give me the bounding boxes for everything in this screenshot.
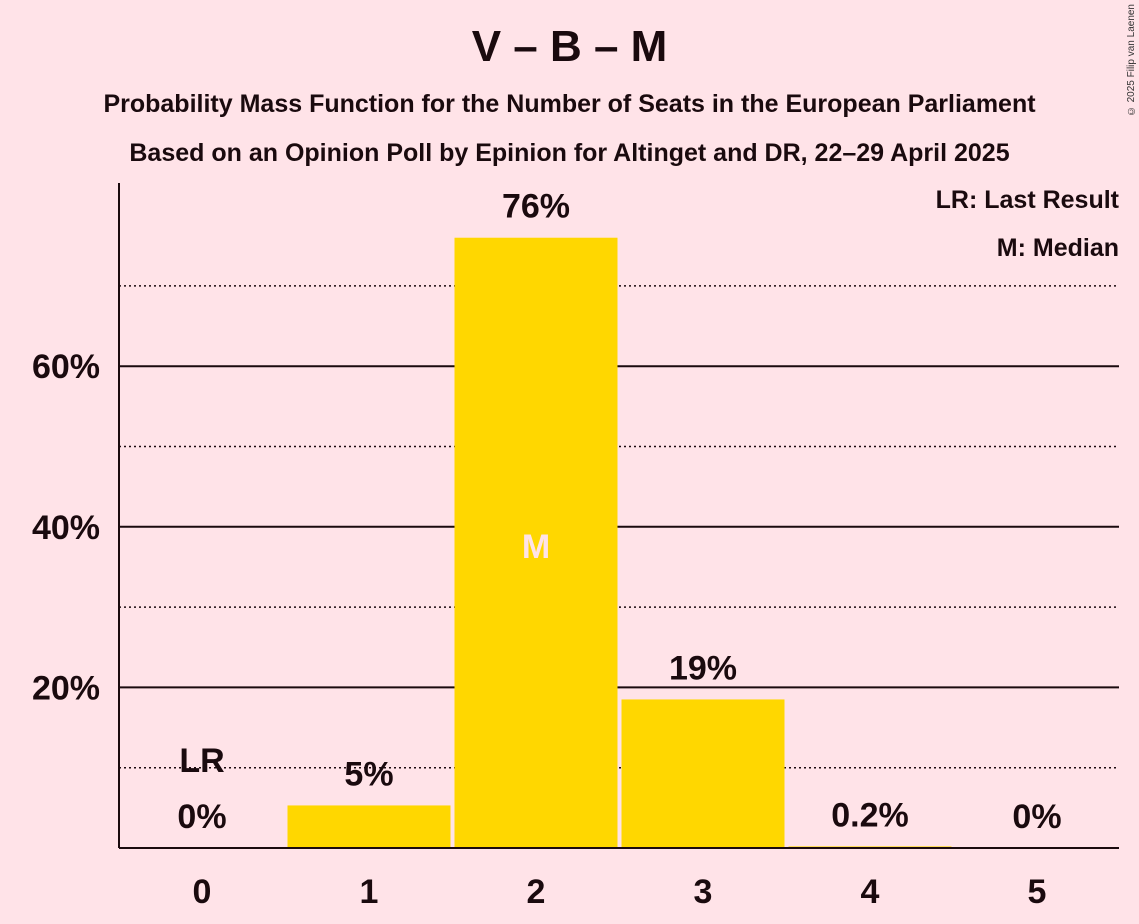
x-tick-label: 3 [694, 873, 713, 911]
data-label: 19% [669, 649, 737, 687]
bar [621, 699, 785, 848]
data-label: 76% [502, 188, 570, 226]
x-tick-label: 5 [1028, 873, 1047, 911]
data-label: 5% [344, 755, 393, 793]
legend-last-result: LR: Last Result [935, 186, 1119, 214]
x-tick-label: 2 [527, 873, 546, 911]
data-label: 0% [177, 798, 226, 836]
chart-subtitle: Probability Mass Function for the Number… [103, 90, 1036, 118]
x-tick-label: 4 [861, 873, 880, 911]
data-label: 0% [1012, 798, 1061, 836]
y-tick-label: 40% [32, 509, 100, 547]
last-result-marker: LR [179, 742, 224, 780]
bar [454, 237, 618, 849]
x-tick-label: 0 [193, 873, 212, 911]
legend-median: M: Median [996, 234, 1119, 262]
x-tick-label: 1 [360, 873, 379, 911]
median-marker: M [522, 528, 550, 566]
bar [287, 805, 451, 848]
y-tick-label: 20% [32, 669, 100, 707]
chart-title: V – B – M [471, 22, 668, 71]
chart-subtitle-2: Based on an Opinion Poll by Epinion for … [129, 139, 1010, 167]
y-tick-label: 60% [32, 348, 100, 386]
data-label: 0.2% [831, 796, 909, 834]
